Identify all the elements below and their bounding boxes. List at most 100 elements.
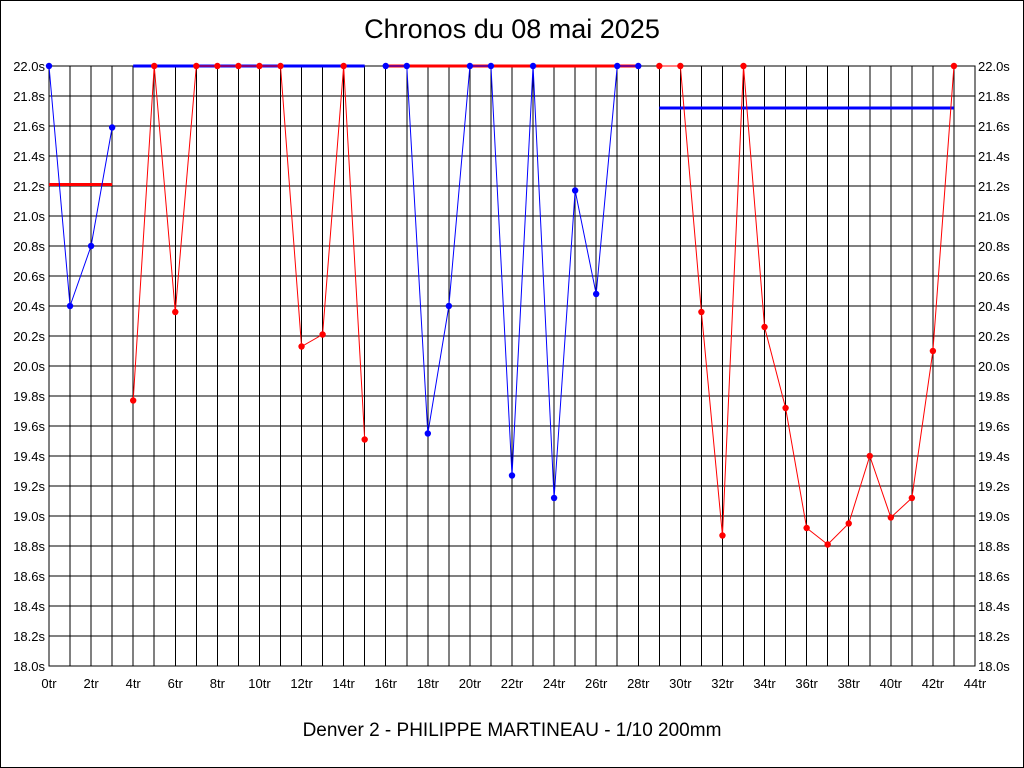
y-tick-label-right: 20.2s <box>978 329 1010 344</box>
y-tick-label-right: 18.0s <box>978 659 1010 674</box>
data-point <box>340 62 347 70</box>
y-tick-label-left: 19.8s <box>13 389 45 404</box>
x-tick-label: 10tr <box>248 676 271 691</box>
data-point <box>256 62 263 70</box>
data-point <box>403 62 410 70</box>
data-point <box>382 62 389 70</box>
y-tick-label-right: 20.4s <box>978 299 1010 314</box>
data-point <box>277 62 284 70</box>
y-tick-label-left: 18.8s <box>13 539 45 554</box>
y-tick-label-left: 20.2s <box>13 329 45 344</box>
data-point <box>592 290 600 298</box>
y-tick-label-right: 21.0s <box>978 209 1010 224</box>
x-tick-label: 14tr <box>332 676 355 691</box>
y-tick-label-right: 21.2s <box>978 179 1010 194</box>
data-point <box>45 62 53 70</box>
data-point <box>677 62 684 70</box>
data-point <box>487 62 495 70</box>
x-tick-label: 42tr <box>922 676 945 691</box>
chart-footer: Denver 2 - PHILIPPE MARTINEAU - 1/10 200… <box>302 720 722 741</box>
y-tick-label-right: 21.6s <box>978 119 1010 134</box>
y-tick-label-right: 21.4s <box>978 149 1010 164</box>
data-point <box>845 520 852 527</box>
data-point <box>719 532 726 539</box>
x-tick-label: 40tr <box>880 676 903 691</box>
x-tick-label: 22tr <box>501 676 524 691</box>
x-tick-label: 2tr <box>84 676 100 691</box>
data-point <box>571 187 579 194</box>
y-tick-label-left: 20.6s <box>13 269 45 284</box>
reference-lines <box>49 64 954 186</box>
y-tick-label-left: 19.6s <box>13 419 45 434</box>
y-tick-label-left: 18.0s <box>13 659 45 674</box>
x-tick-label: 16tr <box>375 676 398 691</box>
data-point <box>529 62 537 70</box>
y-tick-label-left: 22.0s <box>13 59 45 74</box>
data-point <box>887 514 895 521</box>
y-tick-label-right: 18.4s <box>978 599 1010 614</box>
series-line-blue-1 <box>48 65 113 307</box>
data-point <box>172 308 179 316</box>
tick-labels: 18.0s 18.0s 18.2s 18.2s 18.4s 18.4s 18.6s 18.6s… <box>13 59 1010 691</box>
x-tick-label: 20tr <box>459 676 482 691</box>
x-tick-label: 36tr <box>795 676 818 691</box>
data-point <box>151 62 158 70</box>
data-point <box>66 302 74 310</box>
y-tick-label-left: 21.6s <box>13 119 45 134</box>
data-point <box>129 397 137 404</box>
x-tick-label: 18tr <box>417 676 440 691</box>
y-tick-label-left: 19.0s <box>13 509 45 524</box>
x-tick-label: 4tr <box>126 676 142 691</box>
data-point <box>929 347 937 355</box>
y-tick-label-right: 21.8s <box>978 89 1010 104</box>
data-point <box>87 242 95 250</box>
data-point <box>108 124 116 131</box>
data-point <box>361 436 368 443</box>
data-point <box>656 62 663 70</box>
y-tick-label-left: 20.4s <box>13 299 45 314</box>
x-tick-label: 30tr <box>669 676 692 691</box>
y-tick-label-left: 21.2s <box>13 179 45 194</box>
y-tick-label-left: 18.2s <box>13 629 45 644</box>
data-point <box>824 541 831 548</box>
data-point <box>908 494 916 502</box>
x-tick-label: 44tr <box>964 676 987 691</box>
data-point <box>740 62 747 70</box>
x-tick-label: 34tr <box>753 676 776 691</box>
y-tick-label-left: 21.0s <box>13 209 45 224</box>
x-tick-label: 38tr <box>838 676 861 691</box>
x-tick-label: 12tr <box>290 676 313 691</box>
y-tick-label-left: 20.8s <box>13 239 45 254</box>
y-tick-label-left: 18.6s <box>13 569 45 584</box>
data-point <box>698 308 705 316</box>
y-tick-label-left: 21.8s <box>13 89 45 104</box>
data-point <box>193 62 200 70</box>
data-point <box>319 331 326 338</box>
data-point <box>424 430 432 437</box>
y-tick-label-right: 20.6s <box>978 269 1010 284</box>
y-tick-label-left: 18.4s <box>13 599 45 614</box>
grid-lines <box>48 65 976 667</box>
x-tick-label: 6tr <box>168 676 184 691</box>
y-tick-label-right: 18.2s <box>978 629 1010 644</box>
series-line-red-1 <box>132 65 366 440</box>
x-tick-label: 28tr <box>627 676 650 691</box>
data-point <box>782 404 789 412</box>
y-tick-label-right: 20.8s <box>978 239 1010 254</box>
data-point <box>635 62 642 70</box>
data-point <box>214 62 221 70</box>
data-point <box>614 62 621 70</box>
data-point <box>445 302 453 310</box>
data-point <box>866 452 873 460</box>
y-tick-label-left: 19.4s <box>13 449 45 464</box>
y-tick-label-left: 21.4s <box>13 149 45 164</box>
x-tick-label: 0tr <box>41 676 57 691</box>
y-tick-label-right: 19.0s <box>978 509 1010 524</box>
data-point <box>466 62 474 70</box>
y-tick-label-right: 18.6s <box>978 569 1010 584</box>
x-tick-label: 24tr <box>543 676 566 691</box>
data-point <box>950 62 958 70</box>
y-tick-label-right: 18.8s <box>978 539 1010 554</box>
y-tick-label-right: 22.0s <box>978 59 1010 74</box>
